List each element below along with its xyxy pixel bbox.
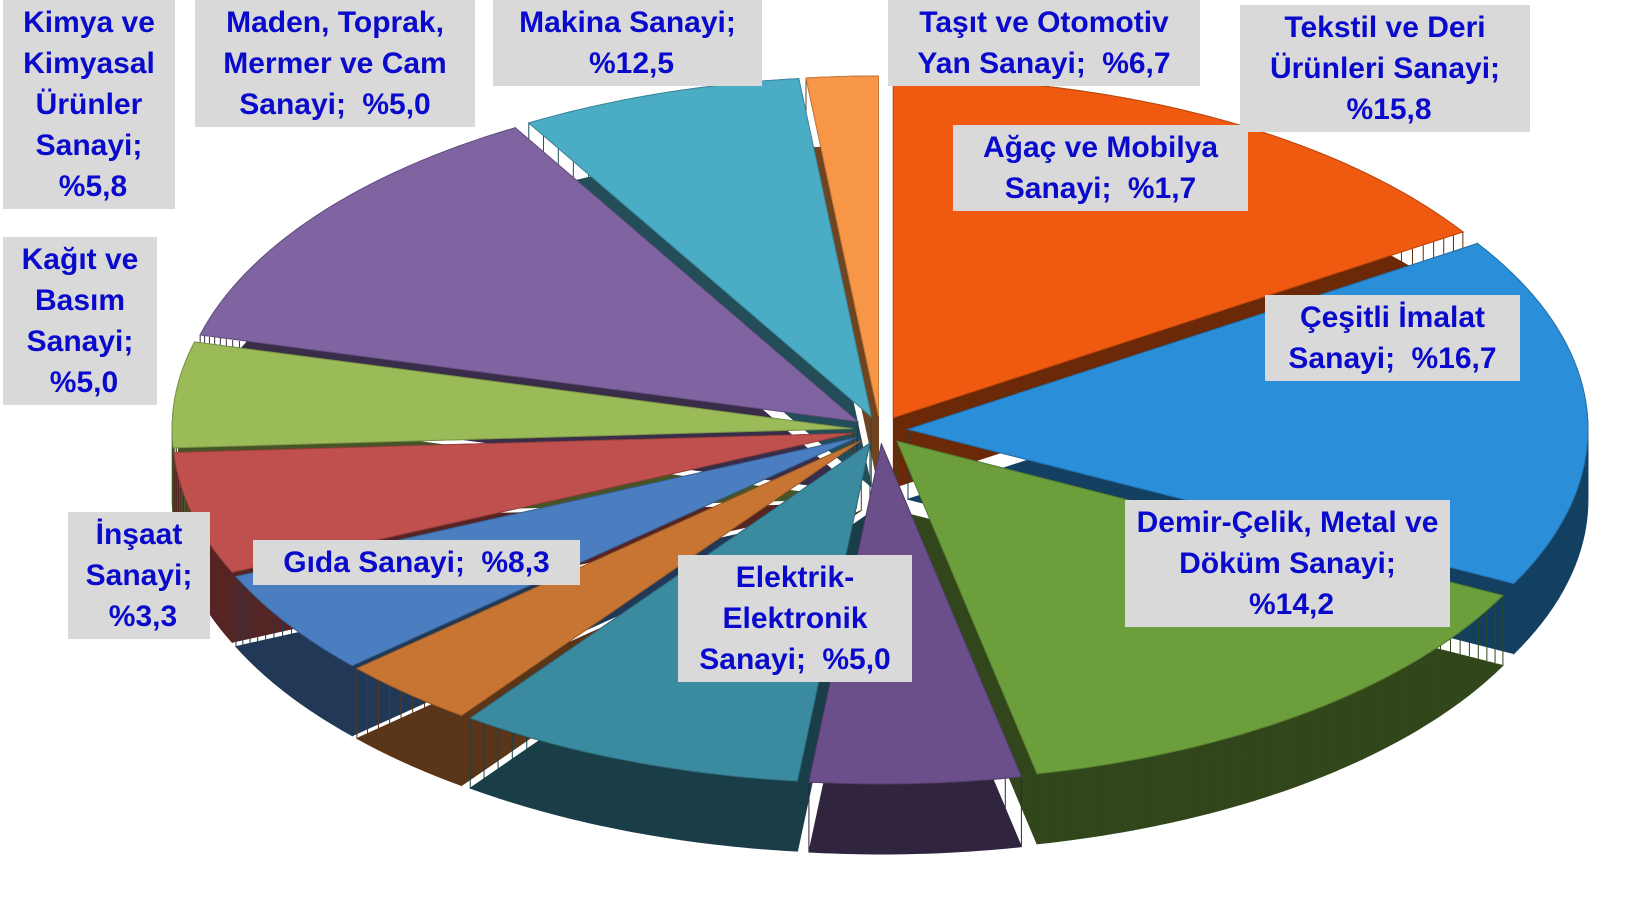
category-name: Makina Sanayi; [519, 6, 736, 39]
data-label: Ağaç ve Mobilya Sanayi; %1,7 [953, 125, 1248, 211]
value-label: %5,8 [58, 170, 128, 203]
data-label: Tekstil ve Deri Ürünleri Sanayi; %15,8 [1240, 5, 1530, 132]
slice [527, 78, 873, 419]
value-label: %5,0 [49, 366, 119, 399]
data-label: Kağıt ve Basım Sanayi; %5,0 [3, 237, 157, 405]
category-name: İnşaat Sanayi; [85, 518, 193, 592]
category-name: Kağıt ve Basım Sanayi; [21, 243, 139, 358]
slice [355, 439, 862, 717]
data-label: Gıda Sanayi; %8,3 [253, 540, 580, 585]
value-label: %14,2 [1248, 588, 1335, 621]
data-label: Çeşitli İmalat Sanayi; %16,7 [1265, 295, 1520, 381]
category-name: Elektrik-Elektronik Sanayi; [699, 561, 868, 676]
slice [199, 127, 860, 423]
value-label: %6,7 [1102, 47, 1171, 80]
slice [171, 341, 853, 449]
slice [805, 75, 879, 417]
value-label: %8,3 [481, 546, 550, 579]
category-name: Gıda Sanayi; [283, 546, 465, 579]
category-name: Demir-Çelik, Metal ve Döküm Sanayi; [1136, 506, 1439, 580]
value-label: %1,7 [1127, 172, 1197, 205]
value-label: %3,3 [108, 600, 178, 633]
category-name: Tekstil ve Deri Ürünleri Sanayi; [1269, 11, 1501, 85]
value-label: %5,0 [822, 643, 891, 676]
value-label: %15,8 [1346, 93, 1432, 126]
slice [469, 441, 871, 782]
data-label: Maden, Toprak, Mermer ve Cam Sanayi; %5,… [195, 0, 475, 127]
data-label: Kimya ve Kimyasal Ürünler Sanayi; %5,8 [3, 0, 175, 209]
category-name: Taşıt ve Otomotiv Yan Sanayi; [917, 6, 1169, 80]
value-label: %12,5 [588, 47, 675, 80]
value-label: %5,0 [362, 88, 431, 121]
data-label: Taşıt ve Otomotiv Yan Sanayi; %6,7 [888, 0, 1200, 86]
data-label: Demir-Çelik, Metal ve Döküm Sanayi; %14,… [1125, 500, 1450, 627]
data-label: İnşaat Sanayi; %3,3 [68, 512, 210, 639]
value-label: %16,7 [1411, 342, 1497, 375]
category-name: Kimya ve Kimyasal Ürünler Sanayi; [23, 6, 155, 162]
category-name: Ağaç ve Mobilya Sanayi; [982, 131, 1219, 205]
data-label: Elektrik-Elektronik Sanayi; %5,0 [678, 555, 912, 682]
data-label: Makina Sanayi; %12,5 [493, 0, 762, 86]
slice [808, 442, 1023, 785]
category-name: Maden, Toprak, Mermer ve Cam Sanayi; [223, 6, 447, 121]
category-name: Çeşitli İmalat Sanayi; [1288, 301, 1486, 375]
